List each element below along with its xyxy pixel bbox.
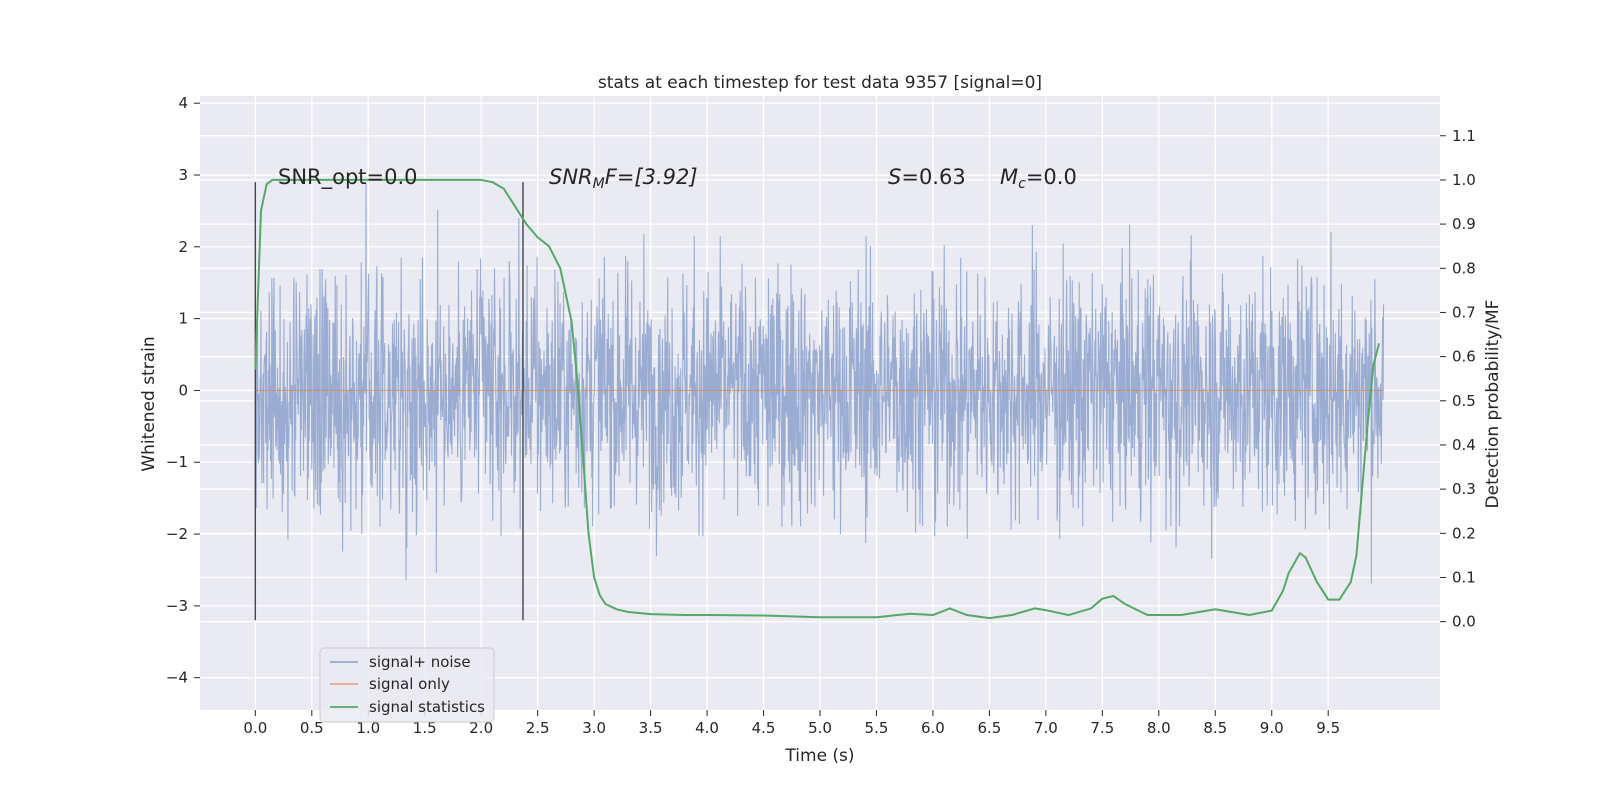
y-tick-label: 0 — [178, 381, 188, 399]
snr-mf-subscript: M — [593, 176, 605, 192]
y-right-tick-label: 0.6 — [1452, 348, 1476, 366]
x-tick-label: 1.5 — [413, 719, 437, 737]
y-tick-label: −3 — [166, 597, 188, 615]
series-signal-statistics — [254, 178, 1380, 620]
y-right-tick-label: 0.1 — [1452, 568, 1476, 586]
legend-box — [319, 647, 495, 723]
s-symbol: S — [888, 165, 901, 189]
snr-opt-annotation: SNR_opt=0.0 — [278, 165, 418, 190]
chart-title: stats at each timestep for test data 935… — [598, 73, 1042, 93]
y-right-tick-label: 1.0 — [1452, 171, 1476, 189]
y-tick-label: 2 — [178, 238, 188, 256]
y-tick-label: −2 — [166, 525, 188, 543]
legend-label-signal-noise: signal+ noise — [369, 653, 471, 671]
axes: 0.0 0.5 1.0 1.5 2.0 2.5 3.0 3.5 4.0 4.5 5.0 5.5 6.0 6… — [166, 94, 1476, 737]
snr-mf-rest: F=[3.92] — [605, 165, 698, 189]
y-right-tick-label: 0.8 — [1452, 259, 1476, 277]
x-tick-label: 6.0 — [921, 719, 945, 737]
mc-symbol: M — [1000, 165, 1018, 189]
x-tick-label: 7.5 — [1090, 719, 1114, 737]
x-tick-label: 1.0 — [356, 719, 380, 737]
snr-mf-symbol: SNR — [549, 165, 593, 189]
mc-value: =0.0 — [1026, 165, 1077, 189]
x-tick-label: 5.0 — [808, 719, 832, 737]
y-right-tick-label: 0.4 — [1452, 436, 1476, 454]
x-axis-label: Time (s) — [784, 746, 854, 766]
y-right-tick-label: 1.1 — [1452, 127, 1476, 145]
x-tick-label: 8.5 — [1203, 719, 1227, 737]
plot-layer — [254, 178, 1385, 621]
y-tick-label: −4 — [166, 669, 188, 687]
x-tick-label: 9.0 — [1260, 719, 1284, 737]
s-value: =0.63 — [901, 165, 965, 189]
y-right-tick-label: 0.9 — [1452, 215, 1476, 233]
y-right-tick-label: 0.3 — [1452, 480, 1476, 498]
y-tick-label: 1 — [178, 310, 188, 328]
y-right-tick-label: 0.5 — [1452, 392, 1476, 410]
x-tick-label: 5.5 — [865, 719, 889, 737]
x-tick-label: 7.0 — [1034, 719, 1058, 737]
y-axis-label: Whitened strain — [139, 336, 159, 471]
x-tick-label: 6.5 — [977, 719, 1001, 737]
y-right-tick-label: 0.2 — [1452, 524, 1476, 542]
snr-mf-annotation: SNRMF=[3.92] — [549, 165, 698, 192]
y-axis-right-label: Detection probability/MF — [1483, 300, 1503, 509]
mc-annotation: Mc=0.0 — [1000, 165, 1077, 192]
legend-label-signal-only: signal only — [369, 675, 450, 693]
x-tick-label: 0.5 — [300, 719, 324, 737]
x-tick-label: 2.0 — [469, 719, 493, 737]
series-signal-noise — [254, 184, 1385, 584]
x-tick-label: 3.0 — [582, 719, 606, 737]
x-tick-label: 8.0 — [1147, 719, 1171, 737]
x-tick-label: 4.5 — [752, 719, 776, 737]
y-right-tick-label: 0.7 — [1452, 303, 1476, 321]
s-annotation: S=0.63 — [888, 165, 966, 189]
x-tick-label: 0.0 — [243, 719, 267, 737]
x-tick-label: 2.5 — [526, 719, 550, 737]
legend: signal+ noise signal only signal statist… — [319, 647, 495, 723]
y-tick-label: 4 — [178, 94, 188, 112]
y-tick-label: 3 — [178, 166, 188, 184]
y-tick-label: −1 — [166, 453, 188, 471]
legend-label-signal-statistics: signal statistics — [369, 698, 485, 716]
y-right-tick-label: 0.0 — [1452, 613, 1476, 631]
x-tick-label: 3.5 — [639, 719, 663, 737]
x-tick-label: 9.5 — [1316, 719, 1340, 737]
x-tick-label: 4.0 — [695, 719, 719, 737]
mc-subscript: c — [1018, 176, 1026, 192]
